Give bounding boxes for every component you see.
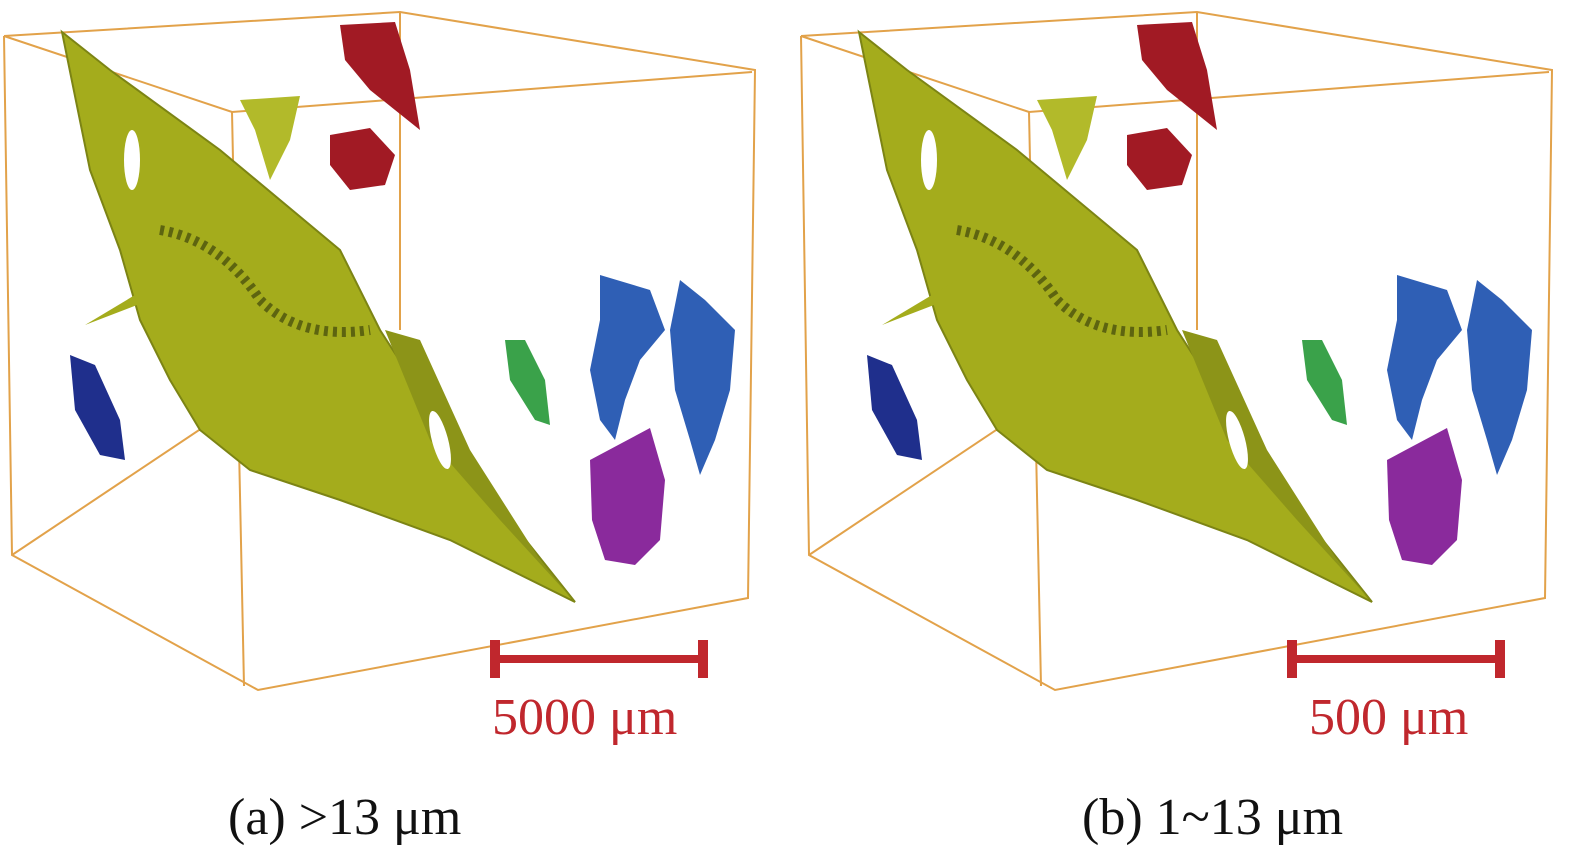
pore-red-1 xyxy=(340,22,420,130)
pore-purple xyxy=(590,428,665,565)
panel-b: 500 μm (b) 1~13 μm xyxy=(797,0,1575,862)
panel-a: 5000 μm (a) >13 μm xyxy=(0,0,787,862)
ct-rendering-b xyxy=(800,10,1554,692)
scale-bar-label: 5000 μm xyxy=(492,689,678,746)
crack-surface xyxy=(857,29,1373,603)
panel-caption: (b) 1~13 μm xyxy=(1082,789,1344,846)
panel-caption: (a) >13 μm xyxy=(228,789,462,846)
scale-bar xyxy=(1287,640,1505,678)
ct-rendering-a xyxy=(3,10,757,692)
pore-blue-2 xyxy=(1467,280,1532,475)
pore-navy xyxy=(867,355,922,460)
pore-blue-1 xyxy=(590,275,665,440)
pore-blue-2 xyxy=(670,280,735,475)
pore-green xyxy=(505,340,550,425)
crack-surface xyxy=(60,29,576,603)
pore-green xyxy=(1302,340,1347,425)
scale-bar xyxy=(490,640,708,678)
pore-navy xyxy=(70,355,125,460)
pore-red-1 xyxy=(1137,22,1217,130)
pore-red-2 xyxy=(1127,128,1192,190)
pore-red-2 xyxy=(330,128,395,190)
scale-bar-label: 500 μm xyxy=(1309,689,1469,746)
pore-purple xyxy=(1387,428,1462,565)
pore-blue-1 xyxy=(1387,275,1462,440)
